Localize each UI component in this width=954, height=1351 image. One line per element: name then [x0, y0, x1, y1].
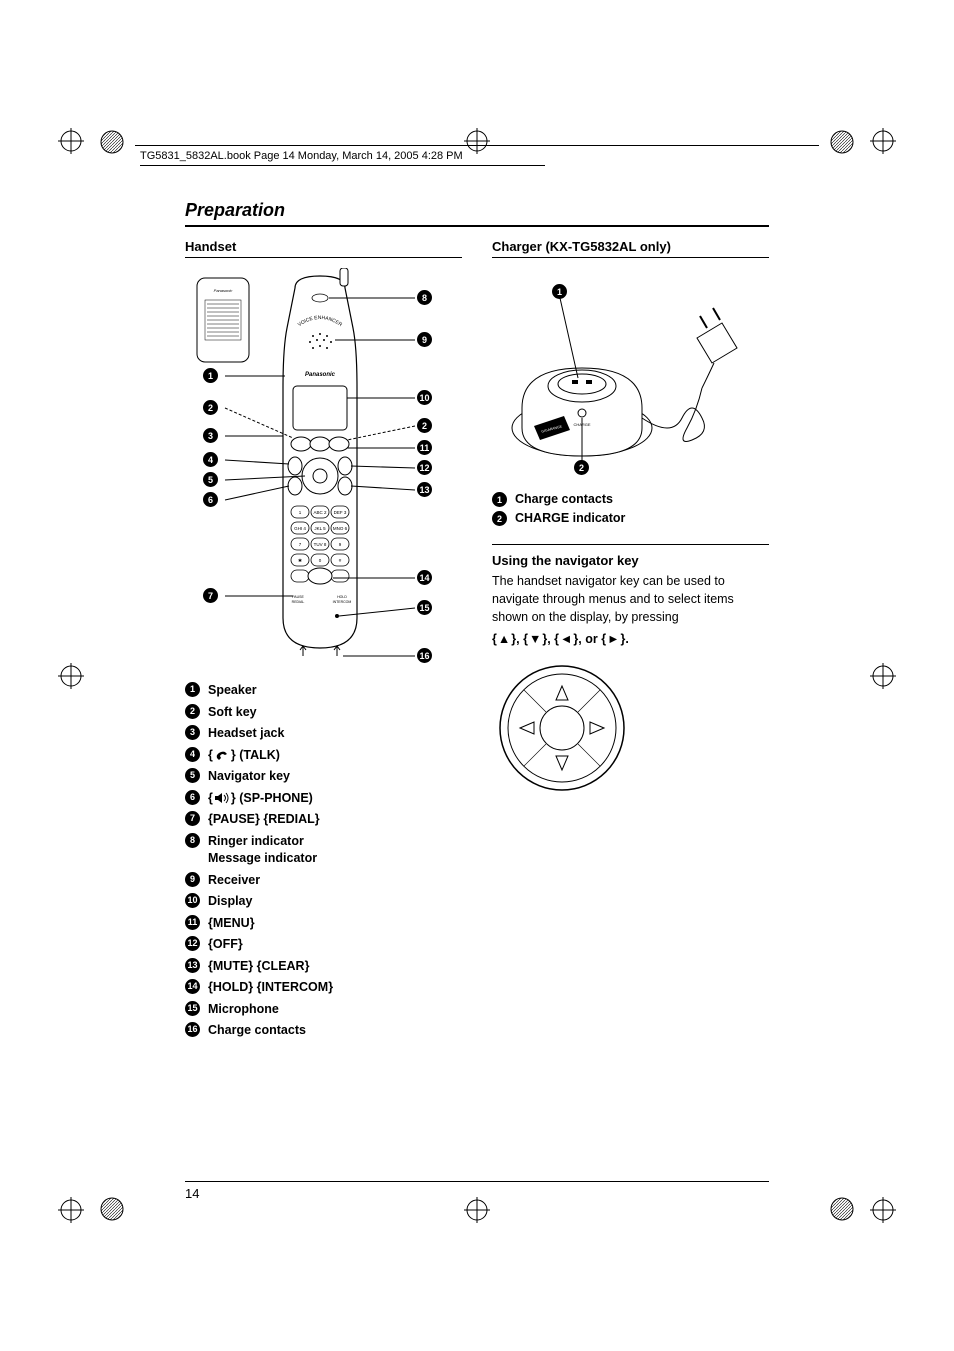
legend-item: 15Microphone — [185, 1001, 462, 1019]
legend-item: 12{OFF} — [185, 936, 462, 954]
legend-bullet: 7 — [185, 811, 200, 826]
svg-text:✱: ✱ — [298, 558, 302, 563]
legend-bullet: 6 — [185, 790, 200, 805]
crop-mark-icon — [58, 128, 84, 154]
left-column: Handset Panasonic — [185, 239, 462, 1044]
legend-item: 10Display — [185, 893, 462, 911]
callout-2: 2 — [203, 400, 218, 415]
legend-item: 9Receiver — [185, 872, 462, 890]
legend-bullet: 4 — [185, 747, 200, 762]
legend-bullet: 2 — [492, 511, 507, 526]
callout-13: 13 — [417, 482, 432, 497]
legend-item: 6{} (SP-PHONE) — [185, 790, 462, 808]
callout-7: 7 — [203, 588, 218, 603]
svg-text:ABC 2: ABC 2 — [313, 510, 327, 515]
navigator-body: The handset navigator key can be used to… — [492, 572, 769, 626]
register-ball-icon — [100, 1197, 124, 1221]
legend-bullet: 12 — [185, 936, 200, 951]
callout-12: 12 — [417, 460, 432, 475]
section-title: Preparation — [185, 200, 769, 227]
header-underline — [140, 165, 545, 166]
navigator-key-diagram — [492, 658, 632, 803]
legend-item: 2Soft key — [185, 704, 462, 722]
legend-item: 4{} (TALK) — [185, 747, 462, 765]
callout-9: 9 — [417, 332, 432, 347]
legend-bullet: 16 — [185, 1022, 200, 1037]
svg-text:DEF 3: DEF 3 — [334, 510, 347, 515]
legend-bullet: 9 — [185, 872, 200, 887]
legend-bullet: 15 — [185, 1001, 200, 1016]
header-rule — [135, 145, 819, 146]
callout-5: 5 — [203, 472, 218, 487]
crop-mark-icon — [870, 1197, 896, 1223]
legend-bullet: 2 — [185, 704, 200, 719]
svg-text:Panasonic: Panasonic — [305, 372, 336, 378]
header-breadcrumb: TG5831_5832AL.book Page 14 Monday, March… — [140, 150, 463, 162]
legend-bullet: 14 — [185, 979, 200, 994]
legend-item: 2CHARGE indicator — [492, 511, 769, 526]
legend-item: 5Navigator key — [185, 768, 462, 786]
legend-item: 14{HOLD} {INTERCOM} — [185, 979, 462, 997]
legend-item: 1Speaker — [185, 682, 462, 700]
charger-callout-2: 2 — [574, 460, 589, 475]
callout-6: 6 — [203, 492, 218, 507]
legend-item: 8Ringer indicatorMessage indicator — [185, 833, 462, 868]
legend-bullet: 5 — [185, 768, 200, 783]
handset-legend: 1Speaker 2Soft key 3Headset jack 4{} (TALK)… — [185, 682, 462, 1040]
legend-bullet: 3 — [185, 725, 200, 740]
right-column: Charger (KX-TG5832AL only) — [492, 239, 769, 1044]
callout-16: 16 — [417, 648, 432, 663]
charger-diagram: CHARGE GIGARANGE — [492, 268, 769, 478]
legend-item: 11{MENU} — [185, 915, 462, 933]
callout-1: 1 — [203, 368, 218, 383]
crop-mark-icon — [870, 663, 896, 689]
crop-mark-icon — [58, 663, 84, 689]
legend-item: 3Headset jack — [185, 725, 462, 743]
legend-bullet: 11 — [185, 915, 200, 930]
svg-text:PAUSE: PAUSE — [292, 595, 304, 599]
legend-bullet: 10 — [185, 893, 200, 908]
navigator-heading: Using the navigator key — [492, 553, 769, 568]
page: TG5831_5832AL.book Page 14 Monday, March… — [0, 0, 954, 1351]
divider — [492, 544, 769, 545]
legend-bullet: 13 — [185, 958, 200, 973]
legend-bullet: 8 — [185, 833, 200, 848]
navigator-keys: {▲}, {▼}, {◄}, or {►}. — [492, 632, 769, 646]
callout-8: 8 — [417, 290, 432, 305]
callout-3: 3 — [203, 428, 218, 443]
register-ball-icon — [830, 1197, 854, 1221]
handset-diagram: Panasonic VOICE ENHANCER — [185, 268, 462, 668]
svg-text:JKL 5: JKL 5 — [314, 526, 326, 531]
callout-10: 10 — [417, 390, 432, 405]
callout-4: 4 — [203, 452, 218, 467]
callout-14: 14 — [417, 570, 432, 585]
charger-callout-1: 1 — [552, 284, 567, 299]
crop-mark-icon — [58, 1197, 84, 1223]
legend-bullet: 1 — [185, 682, 200, 697]
page-number: 14 — [185, 1181, 769, 1201]
callout-11: 11 — [417, 440, 432, 455]
charger-heading: Charger (KX-TG5832AL only) — [492, 239, 769, 258]
crop-mark-icon — [870, 128, 896, 154]
crop-mark-icon — [464, 128, 490, 154]
svg-text:INTERCOM: INTERCOM — [333, 600, 352, 604]
callout-2b: 2 — [417, 418, 432, 433]
legend-item: 7{PAUSE} {REDIAL} — [185, 811, 462, 829]
svg-text:REDIAL: REDIAL — [292, 600, 305, 604]
legend-item: 13{MUTE} {CLEAR} — [185, 958, 462, 976]
svg-text:GHI 4: GHI 4 — [294, 526, 306, 531]
register-ball-icon — [830, 130, 854, 154]
svg-text:MNO 6: MNO 6 — [333, 526, 348, 531]
legend-item: 16Charge contacts — [185, 1022, 462, 1040]
legend-item: 1Charge contacts — [492, 492, 769, 507]
handset-heading: Handset — [185, 239, 462, 258]
svg-text:HOLD: HOLD — [337, 595, 347, 599]
content-area: Preparation Handset — [185, 200, 769, 1201]
legend-bullet: 1 — [492, 492, 507, 507]
register-ball-icon — [100, 130, 124, 154]
callout-15: 15 — [417, 600, 432, 615]
charger-legend: 1Charge contacts 2CHARGE indicator — [492, 492, 769, 526]
svg-text:TUV 8: TUV 8 — [314, 542, 327, 547]
svg-text:Panasonic: Panasonic — [214, 288, 233, 293]
